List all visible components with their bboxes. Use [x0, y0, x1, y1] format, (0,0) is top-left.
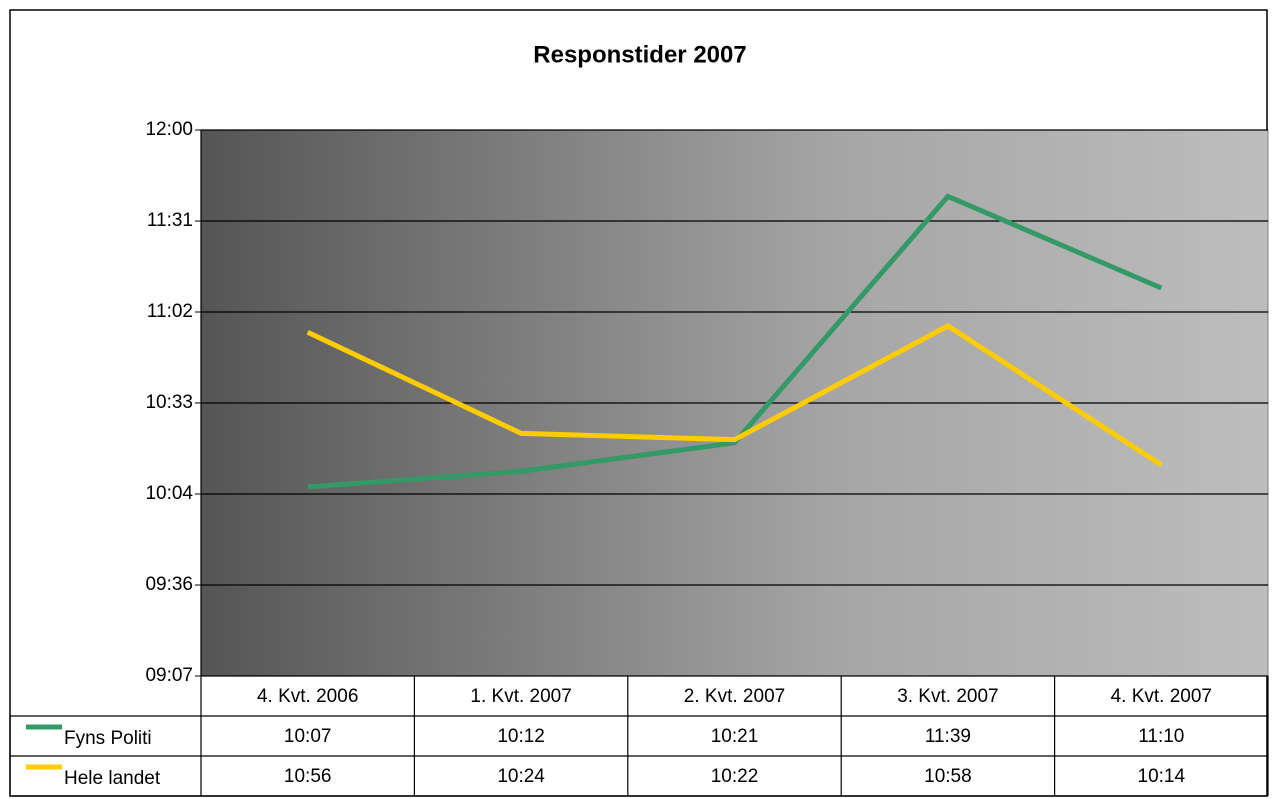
table-cell: 10:14 [1138, 766, 1186, 787]
table-cell: 10:21 [711, 726, 759, 747]
y-tick-label: 09:36 [145, 574, 193, 595]
legend-label: Hele landet [64, 768, 161, 789]
y-tick-label: 10:04 [145, 483, 193, 504]
y-tick-label: 12:00 [145, 119, 193, 140]
table-cell: 10:07 [284, 726, 332, 747]
y-tick-label: 10:33 [145, 392, 193, 413]
y-tick-label: 11:31 [147, 210, 193, 231]
table-cell: 10:24 [497, 766, 545, 787]
table-cell: 11:39 [925, 726, 971, 747]
series-line [306, 323, 1163, 468]
x-tick-label: 3. Kvt. 2007 [897, 686, 998, 707]
x-tick-label: 2. Kvt. 2007 [684, 686, 785, 707]
series-line [307, 193, 1163, 490]
table-cell: 10:22 [711, 766, 759, 787]
table-cell: 11:10 [1138, 726, 1184, 747]
table-cell: 10:56 [284, 766, 332, 787]
table-cell: 10:12 [497, 726, 545, 747]
x-tick-label: 1. Kvt. 2007 [470, 686, 571, 707]
y-tick-label: 09:07 [145, 665, 193, 686]
legend-label: Fyns Politi [64, 728, 152, 749]
table-cell: 10:58 [924, 766, 972, 787]
chart-title: Responstider 2007 [533, 41, 746, 68]
x-tick-label: 4. Kvt. 2007 [1111, 686, 1212, 707]
x-tick-label: 4. Kvt. 2006 [257, 686, 358, 707]
y-tick-label: 11:02 [147, 301, 193, 322]
